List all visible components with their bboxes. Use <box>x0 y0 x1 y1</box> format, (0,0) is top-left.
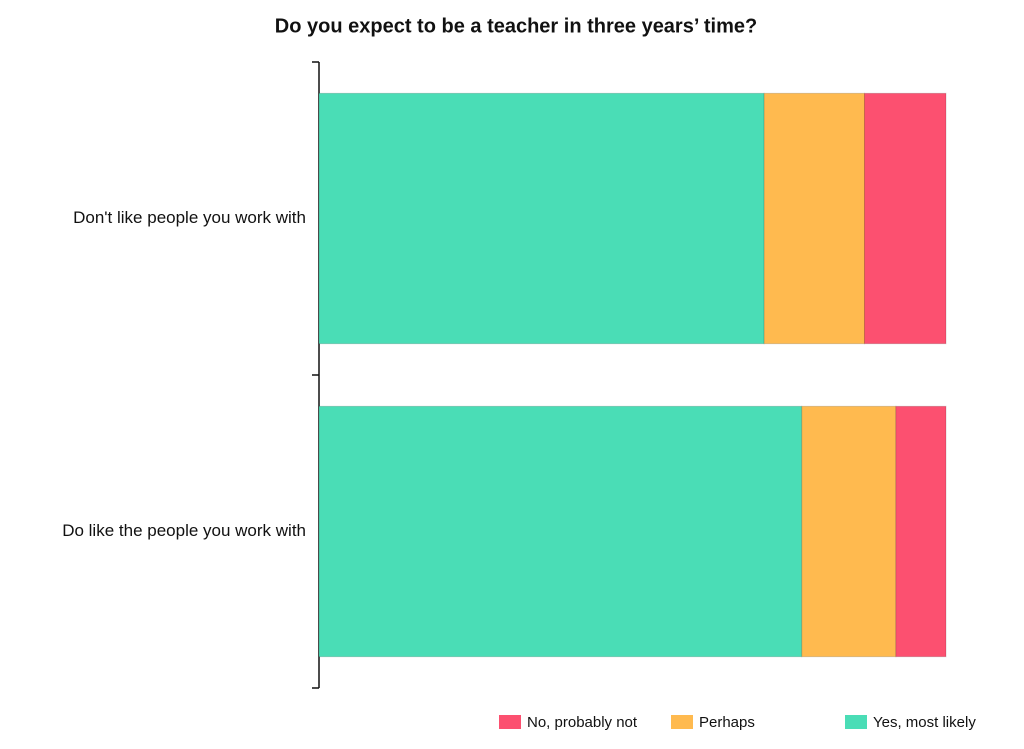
bar-segment <box>863 92 947 345</box>
bar-segment <box>318 405 803 658</box>
y-tick-label: Do like the people you work with <box>62 521 306 540</box>
legend-label: Yes, most likely <box>873 714 976 731</box>
legend-label: No, probably not <box>527 714 638 731</box>
legend-swatch <box>845 715 867 729</box>
bar-segment <box>895 405 947 658</box>
y-tick-label: Don't like people you work with <box>73 208 306 227</box>
bar-segment <box>763 92 865 345</box>
bar-segment <box>318 92 765 345</box>
legend-swatch <box>671 715 693 729</box>
chart-title: Do you expect to be a teacher in three y… <box>275 15 757 37</box>
legend-label: Perhaps <box>699 714 755 731</box>
legend-swatch <box>499 715 521 729</box>
bar-segment <box>801 405 897 658</box>
category-axis <box>312 61 320 689</box>
